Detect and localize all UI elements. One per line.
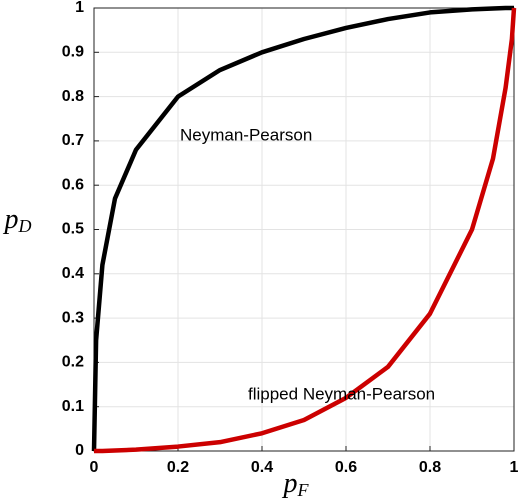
y-tick-label: 0 (75, 442, 84, 459)
y-tick-label: 0.7 (62, 132, 84, 149)
x-tick-label: 1 (510, 459, 518, 476)
annotation: flipped Neyman-Pearson (248, 384, 435, 403)
line (91, 5, 515, 452)
x-tick-label: 0.4 (251, 459, 273, 476)
y-tick-label: 1 (75, 0, 84, 16)
x-tick-label: 0.6 (335, 459, 357, 476)
y-tick-label: 0.8 (62, 88, 84, 105)
y-tick-label: 0.3 (62, 309, 84, 326)
y-tick-label: 0.5 (62, 221, 84, 238)
y-label-sub: D (18, 216, 32, 236)
x-label-base: p (282, 468, 298, 499)
x-label-sub: F (297, 480, 310, 500)
plot-frame (93, 7, 515, 452)
x-tick-label: 0.2 (167, 459, 189, 476)
x-axis-label: pF (282, 468, 310, 500)
y-tick-label: 0.1 (62, 398, 84, 415)
y-tick-label: 0.2 (62, 354, 84, 371)
x-tick-label: 0.8 (419, 459, 441, 476)
x-tick-label: 0 (90, 459, 99, 476)
y-tick-label: 0.4 (62, 265, 84, 282)
y-tick-label: 0.6 (62, 176, 84, 193)
line (93, 7, 517, 454)
y-label-base: p (3, 204, 19, 235)
annotation: Neyman-Pearson (180, 125, 312, 144)
y-axis-label: pD (3, 204, 32, 236)
y-tick-label: 0.9 (62, 44, 84, 61)
